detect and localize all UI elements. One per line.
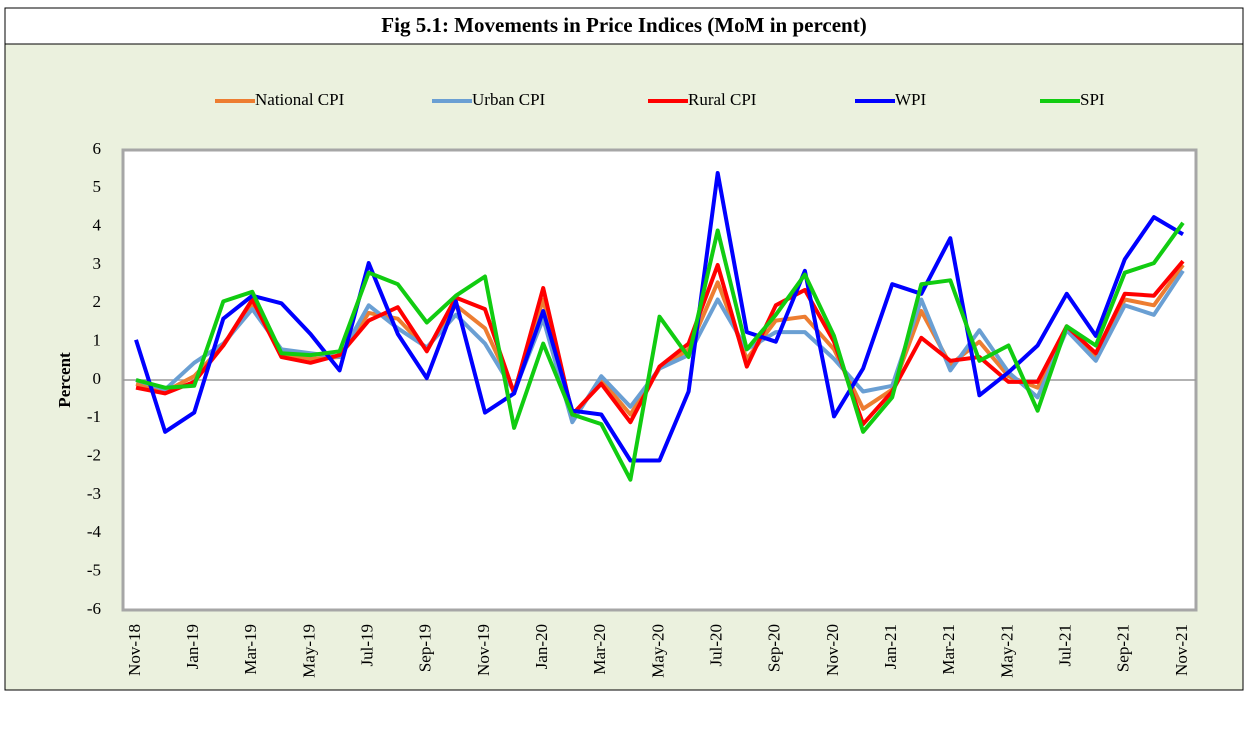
x-tick-label: Sep-20	[765, 624, 784, 672]
x-tick-label: May-20	[648, 624, 667, 678]
x-tick-label: Jul-21	[1056, 624, 1075, 667]
x-tick-label: Mar-21	[939, 624, 958, 675]
x-tick-label: Jul-20	[707, 624, 726, 667]
y-tick-label: 0	[93, 369, 102, 388]
y-tick-label: 4	[93, 216, 102, 235]
y-tick-label: 2	[93, 292, 102, 311]
y-tick-label: -2	[87, 446, 101, 465]
x-tick-label: Nov-18	[125, 624, 144, 676]
x-tick-label: Nov-21	[1172, 624, 1191, 676]
y-tick-label: 6	[93, 139, 102, 158]
x-tick-label: Sep-21	[1114, 624, 1133, 672]
x-tick-label: Jan-21	[881, 624, 900, 669]
y-tick-label: -4	[87, 522, 102, 541]
y-tick-label: 5	[93, 177, 102, 196]
chart-title: Fig 5.1: Movements in Price Indices (MoM…	[381, 13, 866, 37]
x-tick-label: Mar-20	[590, 624, 609, 675]
series-line	[135, 259, 1185, 427]
y-tick-label: -6	[87, 599, 101, 618]
series-line	[135, 221, 1185, 482]
legend-label: National CPI	[255, 90, 345, 109]
x-tick-label: Jan-20	[532, 624, 551, 669]
x-tick-label: May-19	[299, 624, 318, 678]
y-axis-label: Percent	[55, 352, 74, 408]
x-tick-label: Mar-19	[241, 624, 260, 675]
x-tick-label: Sep-19	[416, 624, 435, 672]
legend-label: Urban CPI	[472, 90, 546, 109]
legend-label: WPI	[895, 90, 927, 109]
x-tick-label: Nov-20	[823, 624, 842, 676]
y-tick-label: 1	[93, 331, 102, 350]
legend-label: SPI	[1080, 90, 1105, 109]
y-tick-label: 3	[93, 254, 102, 273]
series-line	[134, 171, 1185, 463]
x-tick-label: Jan-19	[183, 624, 202, 669]
x-tick-label: May-21	[997, 624, 1016, 678]
x-tick-label: Jul-19	[358, 624, 377, 667]
title-band	[4, 7, 1244, 45]
y-tick-label: -3	[87, 484, 101, 503]
x-tick-label: Nov-19	[474, 624, 493, 676]
y-tick-label: -1	[87, 407, 101, 426]
legend-label: Rural CPI	[688, 90, 757, 109]
y-tick-label: -5	[87, 561, 101, 580]
